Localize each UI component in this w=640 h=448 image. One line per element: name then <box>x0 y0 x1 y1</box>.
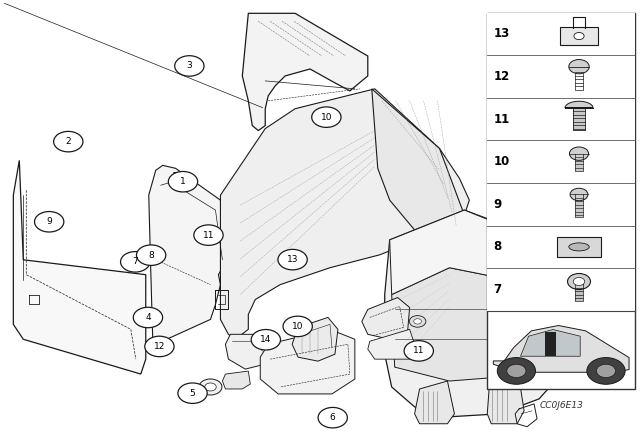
Ellipse shape <box>569 243 589 251</box>
Circle shape <box>54 131 83 152</box>
Circle shape <box>507 364 526 378</box>
Polygon shape <box>385 210 564 417</box>
Circle shape <box>278 250 307 270</box>
Circle shape <box>570 147 589 160</box>
Text: 10: 10 <box>493 155 509 168</box>
Circle shape <box>145 336 174 357</box>
Circle shape <box>205 383 216 391</box>
Text: 7: 7 <box>493 283 502 296</box>
FancyBboxPatch shape <box>487 268 636 311</box>
Polygon shape <box>575 194 584 217</box>
FancyBboxPatch shape <box>557 237 601 257</box>
Text: 12: 12 <box>493 70 509 83</box>
Circle shape <box>199 379 222 395</box>
Circle shape <box>120 252 150 272</box>
Text: 13: 13 <box>287 255 298 264</box>
Text: 5: 5 <box>189 389 195 398</box>
Circle shape <box>312 107 341 127</box>
FancyBboxPatch shape <box>487 13 636 55</box>
Polygon shape <box>575 281 584 301</box>
Text: 4: 4 <box>145 313 151 322</box>
FancyBboxPatch shape <box>487 55 636 98</box>
Polygon shape <box>368 329 415 359</box>
Text: 9: 9 <box>493 198 502 211</box>
Circle shape <box>568 273 591 289</box>
Text: 2: 2 <box>65 137 71 146</box>
Text: 3: 3 <box>188 60 194 69</box>
Polygon shape <box>13 160 146 374</box>
Text: 11: 11 <box>413 346 424 355</box>
Text: 6: 6 <box>332 414 338 424</box>
Text: 11: 11 <box>493 112 509 125</box>
Circle shape <box>283 316 312 336</box>
Text: 10: 10 <box>321 112 332 122</box>
FancyBboxPatch shape <box>560 27 598 45</box>
Circle shape <box>178 383 207 404</box>
Circle shape <box>569 60 589 74</box>
Polygon shape <box>565 101 593 108</box>
Text: 8: 8 <box>493 241 502 254</box>
Polygon shape <box>392 268 559 381</box>
Circle shape <box>497 358 536 384</box>
Polygon shape <box>148 165 228 344</box>
Text: 7: 7 <box>132 257 138 267</box>
Circle shape <box>251 330 280 350</box>
Polygon shape <box>243 13 368 130</box>
Polygon shape <box>292 318 338 361</box>
Polygon shape <box>575 154 584 171</box>
Circle shape <box>35 211 64 232</box>
Text: 9: 9 <box>46 217 52 226</box>
Circle shape <box>410 315 426 327</box>
Polygon shape <box>260 329 355 394</box>
FancyBboxPatch shape <box>487 98 636 140</box>
Text: 5: 5 <box>189 389 196 399</box>
Text: 4: 4 <box>140 310 147 320</box>
Text: 3: 3 <box>186 61 192 70</box>
Polygon shape <box>520 330 580 356</box>
Circle shape <box>318 407 348 428</box>
Text: 12: 12 <box>154 342 165 351</box>
Circle shape <box>168 172 198 192</box>
Text: CC0J6E13: CC0J6E13 <box>540 401 583 410</box>
Polygon shape <box>493 326 629 372</box>
Circle shape <box>404 340 433 361</box>
Circle shape <box>570 188 588 201</box>
Polygon shape <box>223 371 250 389</box>
Circle shape <box>574 33 584 39</box>
Text: 13: 13 <box>493 27 509 40</box>
Text: 10: 10 <box>292 322 303 331</box>
Text: 11: 11 <box>203 231 214 240</box>
Text: 1: 1 <box>180 177 186 186</box>
Polygon shape <box>225 334 268 369</box>
Polygon shape <box>372 89 469 265</box>
Circle shape <box>587 358 625 384</box>
Text: 14: 14 <box>268 334 281 344</box>
Circle shape <box>413 319 421 324</box>
Polygon shape <box>573 108 585 130</box>
Polygon shape <box>415 381 454 424</box>
Circle shape <box>596 364 616 378</box>
FancyBboxPatch shape <box>487 226 636 268</box>
Circle shape <box>175 56 204 76</box>
FancyBboxPatch shape <box>487 140 636 183</box>
Circle shape <box>194 225 223 246</box>
Circle shape <box>573 277 585 285</box>
Text: 2: 2 <box>70 134 77 144</box>
Text: 14: 14 <box>260 335 271 344</box>
Text: 6: 6 <box>330 413 335 422</box>
Polygon shape <box>487 379 524 424</box>
Polygon shape <box>362 297 410 339</box>
FancyBboxPatch shape <box>487 183 636 226</box>
Polygon shape <box>220 89 469 339</box>
Circle shape <box>136 245 166 265</box>
FancyBboxPatch shape <box>487 13 636 389</box>
Text: 8: 8 <box>148 251 154 260</box>
Text: 1: 1 <box>172 172 179 182</box>
Circle shape <box>133 307 163 328</box>
Polygon shape <box>390 210 559 294</box>
Polygon shape <box>545 332 556 356</box>
